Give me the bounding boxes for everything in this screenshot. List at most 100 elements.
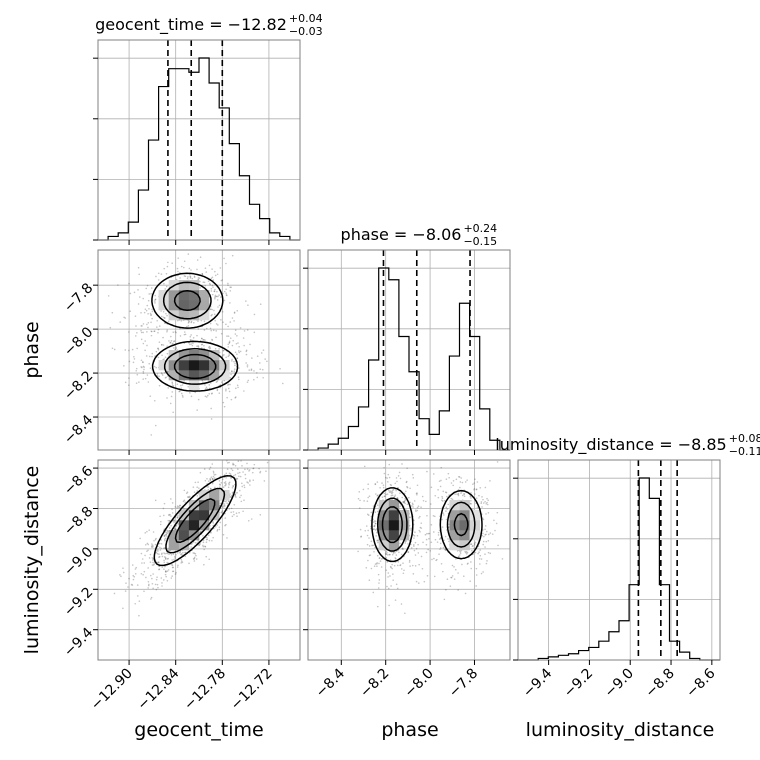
sample-point xyxy=(215,295,217,298)
sample-point xyxy=(411,502,414,505)
sample-point xyxy=(439,548,441,550)
sample-point xyxy=(154,583,157,586)
sample-point xyxy=(221,279,224,281)
sample-point xyxy=(414,554,417,556)
sample-point xyxy=(443,598,446,601)
x-axis-label-luminosity_distance: luminosity_distance xyxy=(526,719,715,741)
sample-point xyxy=(144,377,147,380)
sample-point xyxy=(133,291,136,294)
sample-point xyxy=(166,579,169,582)
sample-point xyxy=(211,478,214,480)
sample-point xyxy=(134,335,137,337)
sample-point xyxy=(386,585,388,588)
sample-point xyxy=(204,395,207,398)
sample-point xyxy=(160,520,162,523)
sample-point xyxy=(163,547,166,549)
sample-point xyxy=(438,480,441,482)
sample-point xyxy=(164,557,167,560)
sample-point xyxy=(253,331,256,334)
sample-point xyxy=(211,284,214,287)
density-cell xyxy=(188,290,200,301)
sample-point xyxy=(441,526,444,528)
sample-point xyxy=(445,588,447,591)
sample-point xyxy=(154,499,157,502)
sample-point xyxy=(450,576,452,579)
y-tick-label: −9.2 xyxy=(61,584,96,619)
sample-point xyxy=(216,380,219,383)
sample-point xyxy=(208,345,211,348)
sample-point xyxy=(489,532,492,534)
sample-point xyxy=(427,532,430,535)
density-cell xyxy=(388,510,400,521)
sample-point xyxy=(222,478,224,481)
sample-point xyxy=(246,481,248,483)
sample-point xyxy=(403,501,406,504)
sample-point xyxy=(156,576,158,578)
sample-point xyxy=(172,411,174,414)
sample-point xyxy=(172,570,175,573)
density-cell xyxy=(219,370,230,381)
sample-point xyxy=(379,486,381,489)
sample-point xyxy=(177,523,180,525)
histogram-step xyxy=(308,267,510,451)
sample-point xyxy=(160,577,163,579)
sample-point xyxy=(216,224,218,226)
sample-point xyxy=(457,488,460,491)
sample-point xyxy=(177,506,180,508)
sample-point xyxy=(197,481,199,484)
sample-point xyxy=(171,391,174,393)
sample-point xyxy=(233,370,236,373)
sample-point xyxy=(228,353,230,355)
sample-point xyxy=(161,582,163,584)
density-cell xyxy=(178,290,190,301)
sample-point xyxy=(252,467,254,470)
sample-point xyxy=(166,265,169,268)
sample-point xyxy=(153,365,156,368)
x-axis-label-phase: phase xyxy=(381,719,438,741)
sample-point xyxy=(149,574,152,577)
sample-point xyxy=(457,492,460,495)
density-cell xyxy=(168,530,180,541)
sample-point xyxy=(464,481,467,483)
sample-point xyxy=(485,513,487,515)
sample-point xyxy=(187,276,189,278)
sample-point xyxy=(233,320,235,322)
sample-point xyxy=(485,562,488,565)
sample-point xyxy=(140,331,143,334)
sample-point xyxy=(200,343,203,346)
sample-point xyxy=(129,292,132,295)
sample-point xyxy=(193,557,196,560)
sample-point xyxy=(143,311,146,314)
sample-point xyxy=(236,357,239,360)
sample-point xyxy=(450,576,453,579)
sample-point xyxy=(495,522,498,525)
density-cell xyxy=(199,290,210,301)
sample-point xyxy=(211,463,214,465)
sample-point xyxy=(166,314,168,317)
sample-point xyxy=(209,283,212,286)
sample-point xyxy=(487,539,490,542)
sample-point xyxy=(416,509,419,512)
sample-point xyxy=(238,489,241,492)
sample-point xyxy=(261,440,263,442)
sample-point xyxy=(165,570,167,572)
sample-point xyxy=(388,553,391,556)
sample-point xyxy=(227,355,230,358)
sample-point xyxy=(210,488,212,491)
sample-point xyxy=(246,364,249,366)
sample-point xyxy=(192,322,195,324)
sample-point xyxy=(486,503,489,506)
sample-point xyxy=(487,533,490,536)
sample-point xyxy=(243,486,246,489)
sample-point xyxy=(234,495,236,497)
y-tick-label: −8.2 xyxy=(61,368,96,403)
x-tick-label: −12.78 xyxy=(181,666,229,714)
sample-point xyxy=(376,531,378,534)
sample-point xyxy=(149,561,152,563)
sample-point xyxy=(161,555,164,558)
sample-point xyxy=(257,454,259,456)
sample-point xyxy=(237,376,240,378)
sample-point xyxy=(226,335,228,337)
title-upper: +0.24 xyxy=(463,222,497,235)
sample-point xyxy=(203,563,205,566)
